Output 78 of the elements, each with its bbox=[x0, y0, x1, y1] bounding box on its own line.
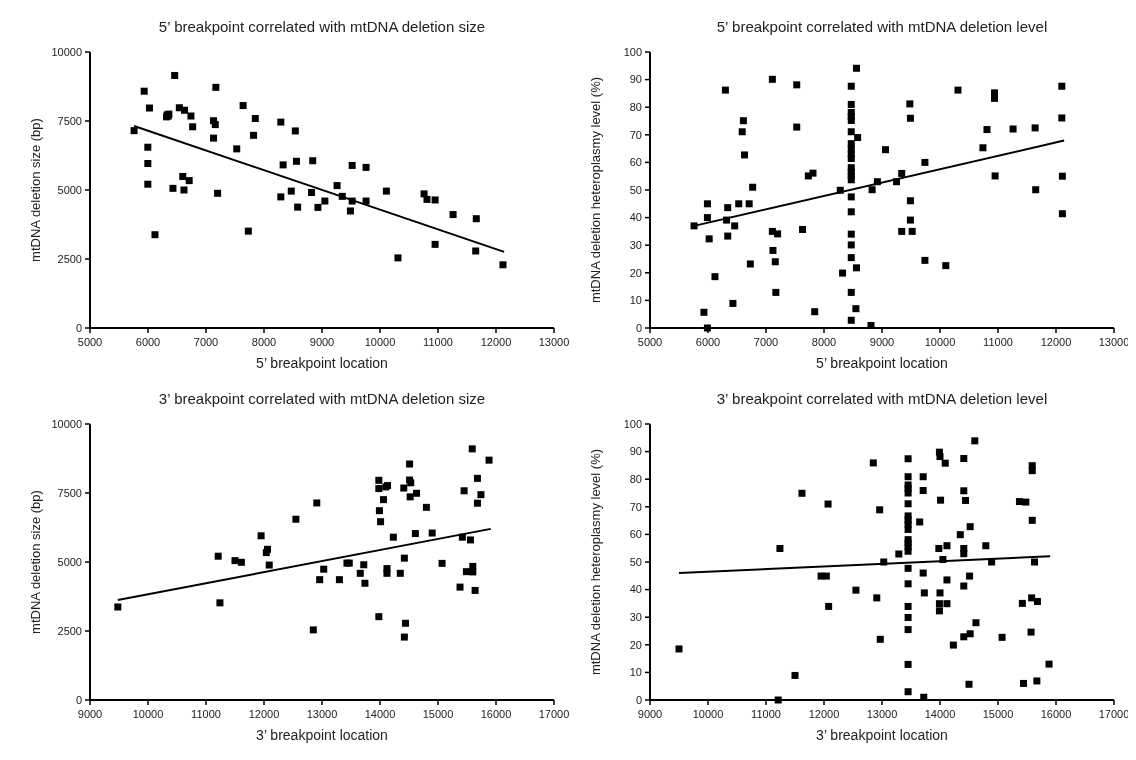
y-tick-label: 50 bbox=[629, 555, 642, 568]
x-axis-title: 3’ breakpoint location bbox=[256, 727, 388, 743]
x-tick-label: 13000 bbox=[538, 336, 570, 348]
y-tick-label: 80 bbox=[629, 473, 642, 486]
y-tick-label: 30 bbox=[629, 611, 642, 624]
y-tick-label: 10 bbox=[629, 294, 642, 307]
x-tick-label: 9000 bbox=[637, 708, 663, 720]
y-tick-label: 20 bbox=[629, 266, 642, 279]
y-tick-label: 0 bbox=[635, 321, 642, 334]
y-tick-label: 10000 bbox=[51, 417, 82, 430]
y-tick-label: 20 bbox=[629, 638, 642, 651]
x-tick-label: 9000 bbox=[309, 336, 335, 348]
x-tick-label: 16000 bbox=[1040, 708, 1072, 720]
x-tick-label: 9000 bbox=[77, 708, 103, 720]
x-tick-label: 13000 bbox=[306, 708, 338, 720]
x-tick-label: 11000 bbox=[423, 336, 453, 348]
x-tick-label: 11000 bbox=[751, 708, 781, 720]
x-tick-label: 9000 bbox=[869, 336, 895, 348]
y-tick-label: 90 bbox=[629, 445, 642, 458]
y-tick-label: 90 bbox=[629, 73, 642, 86]
y-axis-title: mtDNA deletion size (bp) bbox=[28, 490, 43, 634]
x-tick-label: 6000 bbox=[695, 336, 721, 348]
y-tick-label: 100 bbox=[623, 45, 642, 58]
y-tick-label: 10 bbox=[629, 666, 642, 679]
y-tick-label: 80 bbox=[629, 101, 642, 114]
y-tick-label: 2500 bbox=[57, 252, 82, 265]
x-tick-label: 7000 bbox=[753, 336, 779, 348]
y-tick-label: 50 bbox=[629, 183, 642, 196]
x-axis-title: 5’ breakpoint location bbox=[816, 355, 948, 371]
x-tick-label: 13000 bbox=[1098, 336, 1130, 348]
x-tick-label: 11000 bbox=[191, 708, 221, 720]
y-tick-label: 70 bbox=[629, 500, 642, 513]
x-tick-label: 12000 bbox=[480, 336, 512, 348]
x-tick-label: 10000 bbox=[692, 708, 724, 720]
y-tick-label: 0 bbox=[75, 693, 82, 706]
x-tick-label: 13000 bbox=[866, 708, 898, 720]
x-tick-label: 17000 bbox=[538, 708, 570, 720]
y-tick-label: 2500 bbox=[57, 624, 82, 637]
chart-title: 3’ breakpoint correlated with mtDNA deletion level bbox=[716, 390, 1048, 407]
y-tick-label: 60 bbox=[629, 156, 642, 169]
x-tick-label: 8000 bbox=[811, 336, 837, 348]
chart-title: 5’ breakpoint correlated with mtDNA deletion size bbox=[158, 18, 486, 35]
chart-title: 5’ breakpoint correlated with mtDNA deletion level bbox=[716, 18, 1048, 35]
x-tick-label: 17000 bbox=[1098, 708, 1130, 720]
y-tick-label: 100 bbox=[623, 417, 642, 430]
y-tick-label: 30 bbox=[629, 239, 642, 252]
y-tick-label: 5000 bbox=[57, 555, 82, 568]
x-tick-label: 10000 bbox=[132, 708, 164, 720]
y-tick-label: 60 bbox=[629, 528, 642, 541]
y-tick-label: 7500 bbox=[57, 114, 82, 127]
x-tick-label: 6000 bbox=[135, 336, 161, 348]
y-tick-label: 10000 bbox=[51, 45, 82, 58]
y-tick-label: 0 bbox=[635, 693, 642, 706]
x-tick-label: 16000 bbox=[480, 708, 512, 720]
x-tick-label: 12000 bbox=[808, 708, 840, 720]
x-axis-title: 3’ breakpoint location bbox=[816, 727, 948, 743]
x-tick-label: 7000 bbox=[193, 336, 219, 348]
y-axis-title: mtDNA deletion heteroplasmy level (%) bbox=[588, 448, 603, 676]
y-tick-label: 70 bbox=[629, 128, 642, 141]
x-tick-label: 10000 bbox=[364, 336, 396, 348]
x-tick-label: 15000 bbox=[422, 708, 454, 720]
x-tick-label: 15000 bbox=[982, 708, 1014, 720]
x-tick-label: 11000 bbox=[983, 336, 1013, 348]
y-axis-title: mtDNA deletion heteroplasmy level (%) bbox=[588, 76, 603, 304]
chart-title: 3’ breakpoint correlated with mtDNA deletion size bbox=[158, 390, 486, 407]
y-axis-title: mtDNA deletion size (bp) bbox=[28, 118, 43, 262]
x-axis-title: 5’ breakpoint location bbox=[256, 355, 388, 371]
y-tick-label: 7500 bbox=[57, 486, 82, 499]
x-tick-label: 10000 bbox=[924, 336, 956, 348]
y-tick-label: 40 bbox=[629, 583, 642, 596]
x-tick-label: 14000 bbox=[364, 708, 396, 720]
y-tick-label: 0 bbox=[75, 321, 82, 334]
x-tick-label: 12000 bbox=[1040, 336, 1072, 348]
x-tick-label: 8000 bbox=[251, 336, 277, 348]
x-tick-label: 12000 bbox=[248, 708, 280, 720]
y-tick-label: 40 bbox=[629, 211, 642, 224]
y-tick-label: 5000 bbox=[57, 183, 82, 196]
x-tick-label: 14000 bbox=[924, 708, 956, 720]
